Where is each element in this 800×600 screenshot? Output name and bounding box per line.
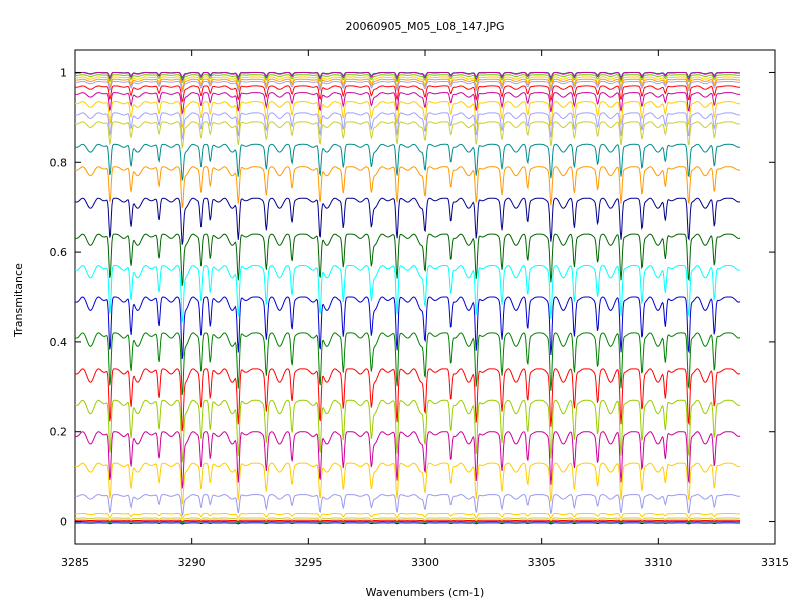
y-tick-label: 1 [60, 66, 67, 79]
series-line-25 [74, 462, 741, 505]
series-line-8 [74, 78, 741, 91]
series-line-9 [74, 80, 741, 93]
series-line-13 [74, 112, 741, 141]
series-line-27 [74, 512, 741, 520]
x-tick-label: 3305 [528, 556, 556, 569]
series-line-19 [74, 265, 741, 323]
series-line-20 [74, 296, 741, 360]
y-tick-label: 0 [60, 516, 67, 529]
x-axis-title: Wavenumbers (cm-1) [366, 586, 485, 599]
x-tick-label: 3295 [294, 556, 322, 569]
series-line-5 [74, 71, 741, 82]
series-line-23 [74, 399, 741, 463]
x-tick-label: 3300 [411, 556, 439, 569]
series-layer [74, 71, 741, 525]
series-line-10 [74, 85, 741, 103]
series-line-18 [74, 233, 741, 286]
x-tick-label: 3285 [61, 556, 89, 569]
y-tick-label: 0.6 [50, 246, 68, 259]
y-tick-label: 0.2 [50, 426, 68, 439]
y-tick-label: 0.8 [50, 156, 68, 169]
x-tick-label: 3315 [761, 556, 789, 569]
y-tick-label: 0.4 [50, 336, 68, 349]
chart-title: 20060905_M05_L08_147.JPG [346, 20, 505, 33]
series-line-22 [74, 368, 741, 431]
x-tick-label: 3310 [644, 556, 672, 569]
x-tick-label: 3290 [178, 556, 206, 569]
series-line-29 [74, 519, 741, 523]
series-line-30 [74, 521, 741, 524]
series-line-6 [74, 74, 741, 84]
series-line-15 [74, 143, 741, 181]
series-line-7 [74, 76, 741, 89]
series-line-11 [74, 92, 741, 115]
series-line-14 [74, 121, 741, 150]
tick-layer: 3285 3290 3295 3300 3305 3310 3315 0 0.2 0.4 0.6 0.… [50, 50, 789, 569]
series-line-16 [74, 166, 741, 209]
y-axis-title: Transmitance [12, 263, 25, 338]
series-line-31 [75, 522, 741, 525]
series-line-17 [74, 197, 741, 245]
series-line-24 [74, 431, 741, 489]
series-line-12 [74, 101, 741, 130]
series-line-21 [74, 332, 741, 396]
series-line-26 [74, 494, 741, 517]
series-line-28 [74, 517, 741, 522]
